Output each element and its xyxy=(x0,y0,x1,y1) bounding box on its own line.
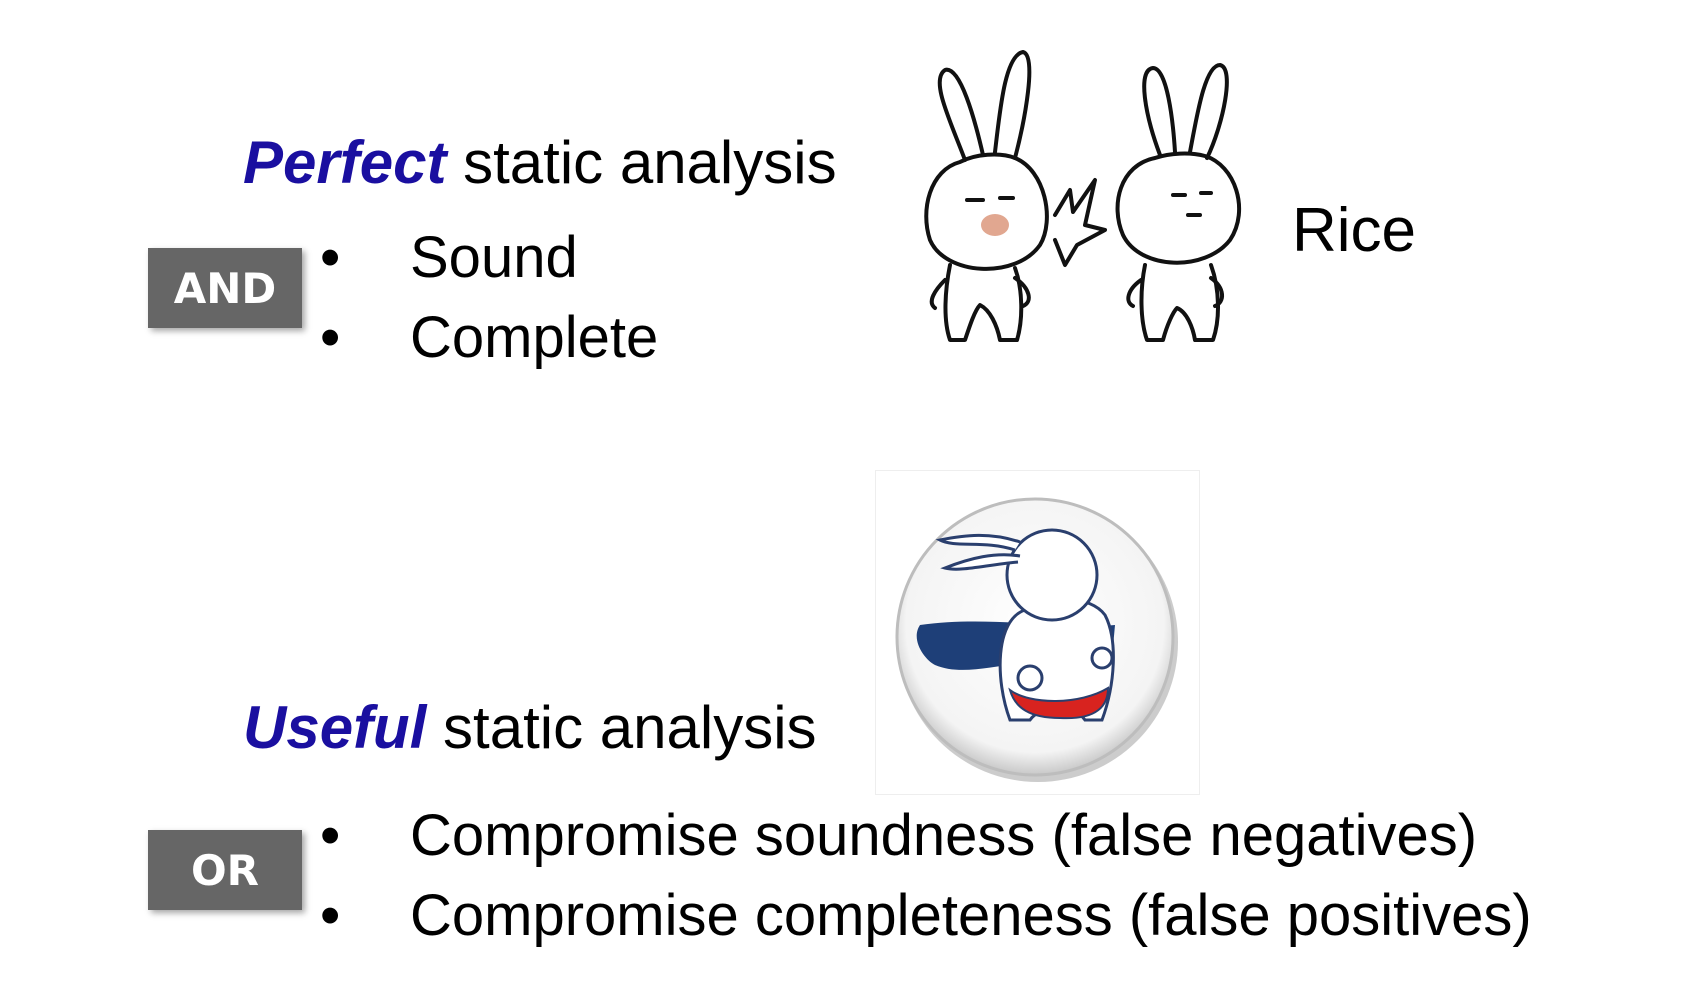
useful-bullet-list: Compromise soundness (false negatives) C… xyxy=(320,796,1532,956)
perfect-heading-rest: static analysis xyxy=(463,129,837,196)
or-tag: OR xyxy=(148,830,302,910)
bullet-compromise-soundness: Compromise soundness (false negatives) xyxy=(320,796,1532,876)
rabbits-illustration xyxy=(924,50,1241,342)
perfect-heading: Perfect static analysis xyxy=(243,133,837,193)
bullet-sound: Sound xyxy=(320,218,658,298)
bullet-compromise-completeness: Compromise completeness (false positives… xyxy=(320,876,1532,956)
perfect-emphasis: Perfect xyxy=(243,129,447,196)
hero-image-frame xyxy=(875,470,1200,795)
useful-emphasis: Useful xyxy=(243,694,427,761)
useful-heading: Useful static analysis xyxy=(243,698,817,758)
bullet-complete: Complete xyxy=(320,298,658,378)
useful-heading-rest: static analysis xyxy=(443,694,817,761)
perfect-bullet-list: Sound Complete xyxy=(320,218,658,378)
hero-rabbit-badge xyxy=(895,497,1178,782)
rice-label: Rice xyxy=(1292,196,1417,265)
and-tag: AND xyxy=(148,248,302,328)
